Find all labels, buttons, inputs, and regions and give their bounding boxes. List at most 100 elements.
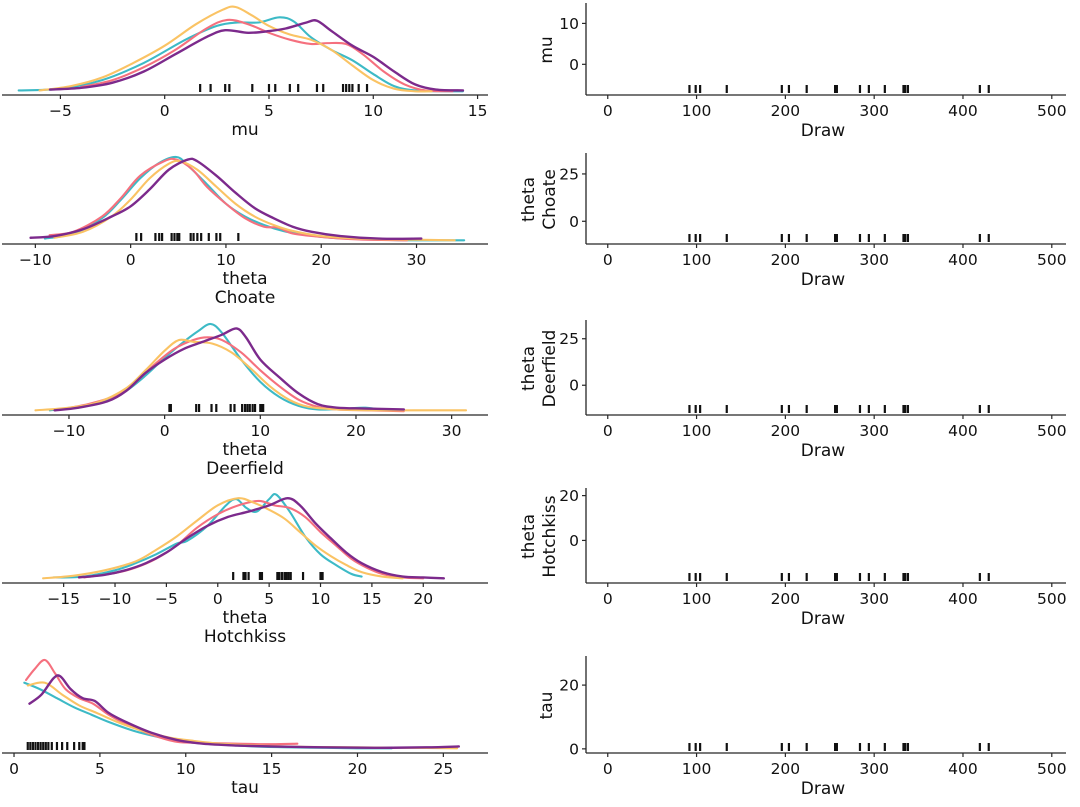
y-tick-label: 25 xyxy=(559,330,579,348)
trace-x-axis-label: Draw xyxy=(801,441,845,461)
trace-y-axis-label: Deerfield xyxy=(540,330,560,408)
y-tick-label: 0 xyxy=(569,740,579,758)
trace-y-axis-label: theta xyxy=(519,346,539,391)
x-tick-label: 20 xyxy=(311,251,331,269)
x-tick-label: 0 xyxy=(603,760,613,778)
trace-x-axis-label: Draw xyxy=(801,270,845,290)
trace-y-axis-label: Choate xyxy=(540,169,560,230)
kde-curve-chain-0 xyxy=(17,16,465,93)
kde-curve-chain-2 xyxy=(80,18,454,93)
trace-y-axis-label: tau xyxy=(537,692,557,720)
kde-x-axis-label: Deerfield xyxy=(206,459,284,479)
x-tick-label: 400 xyxy=(948,590,978,608)
y-tick-label: 10 xyxy=(559,15,579,33)
x-tick-label: 100 xyxy=(682,251,712,269)
x-tick-label: 0 xyxy=(160,102,170,120)
x-tick-label: 15 xyxy=(362,590,382,608)
x-tick-label: 500 xyxy=(1037,102,1067,120)
kde-curve-chain-0 xyxy=(23,681,393,750)
x-tick-label: 15 xyxy=(262,760,282,778)
x-tick-label: 20 xyxy=(413,590,433,608)
x-tick-label: 200 xyxy=(771,102,801,120)
x-tick-label: 300 xyxy=(859,760,889,778)
x-tick-label: 500 xyxy=(1037,422,1067,440)
x-tick-label: 10 xyxy=(250,422,270,440)
x-tick-label: 300 xyxy=(859,102,889,120)
x-tick-label: −10 xyxy=(19,251,52,269)
kde-x-axis-label: mu xyxy=(231,120,258,140)
trace-y-axis-label: theta xyxy=(519,514,539,559)
kde-x-axis-label: Hotchkiss xyxy=(204,627,286,647)
y-tick-label: 25 xyxy=(559,165,579,183)
kde-x-axis-label: Choate xyxy=(215,288,276,308)
x-tick-label: 10 xyxy=(311,590,331,608)
x-tick-label: 25 xyxy=(433,760,453,778)
x-tick-label: 200 xyxy=(771,251,801,269)
x-tick-label: −5 xyxy=(49,102,72,120)
x-tick-label: 400 xyxy=(948,251,978,269)
x-tick-label: 400 xyxy=(948,422,978,440)
x-tick-label: 5 xyxy=(95,760,105,778)
kde-curve-chain-1 xyxy=(38,5,433,93)
y-tick-label: 0 xyxy=(569,213,579,231)
kde-curve-chain-3 xyxy=(48,19,465,92)
kde-x-axis-label: theta xyxy=(223,608,268,628)
x-tick-label: 0 xyxy=(603,590,613,608)
x-tick-label: 100 xyxy=(682,102,712,120)
kde-curve-chain-3 xyxy=(53,327,406,412)
y-tick-label: 20 xyxy=(559,677,579,695)
trace-y-axis-label: theta xyxy=(519,177,539,222)
x-tick-label: 500 xyxy=(1037,760,1067,778)
x-tick-label: 0 xyxy=(126,251,136,269)
x-tick-label: 10 xyxy=(363,102,383,120)
x-tick-label: 400 xyxy=(948,760,978,778)
trace-x-axis-label: Draw xyxy=(801,121,845,141)
x-tick-label: 0 xyxy=(603,422,613,440)
kde-x-axis-label: theta xyxy=(223,269,268,289)
x-tick-label: 0 xyxy=(213,590,223,608)
x-tick-label: 300 xyxy=(859,422,889,440)
x-tick-label: −10 xyxy=(99,590,132,608)
kde-curve-chain-1 xyxy=(34,338,468,412)
trace-y-axis-label: Hotchkiss xyxy=(540,495,560,577)
y-tick-label: 0 xyxy=(569,377,579,395)
x-tick-label: 400 xyxy=(948,102,978,120)
x-tick-label: 0 xyxy=(160,422,170,440)
x-tick-label: 300 xyxy=(859,251,889,269)
kde-curve-chain-2 xyxy=(48,157,409,242)
y-tick-label: 20 xyxy=(559,487,579,505)
x-tick-label: −10 xyxy=(53,422,86,440)
x-tick-label: 100 xyxy=(682,422,712,440)
trace-x-axis-label: Draw xyxy=(801,609,845,629)
x-tick-label: 30 xyxy=(442,422,462,440)
kde-curve-chain-0 xyxy=(52,493,363,579)
kde-curve-chain-3 xyxy=(77,497,446,580)
x-tick-label: 200 xyxy=(771,590,801,608)
x-tick-label: 0 xyxy=(9,760,19,778)
kde-curve-chain-1 xyxy=(42,497,404,580)
x-tick-label: 500 xyxy=(1037,590,1067,608)
x-tick-label: 0 xyxy=(603,102,613,120)
y-tick-label: 0 xyxy=(569,56,579,74)
x-tick-label: 5 xyxy=(264,590,274,608)
kde-curve-chain-2 xyxy=(24,658,299,746)
kde-curve-chain-3 xyxy=(28,674,461,750)
x-tick-label: 10 xyxy=(176,760,196,778)
x-tick-label: 30 xyxy=(407,251,427,269)
x-tick-label: 100 xyxy=(682,760,712,778)
x-tick-label: 200 xyxy=(771,422,801,440)
x-tick-label: 100 xyxy=(682,590,712,608)
kde-x-axis-label: theta xyxy=(223,440,268,460)
kde-curve-chain-0 xyxy=(43,155,466,242)
x-tick-label: 10 xyxy=(216,251,236,269)
kde-curve-chain-1 xyxy=(53,159,456,242)
trace-x-axis-label: Draw xyxy=(801,779,845,799)
x-tick-label: 300 xyxy=(859,590,889,608)
